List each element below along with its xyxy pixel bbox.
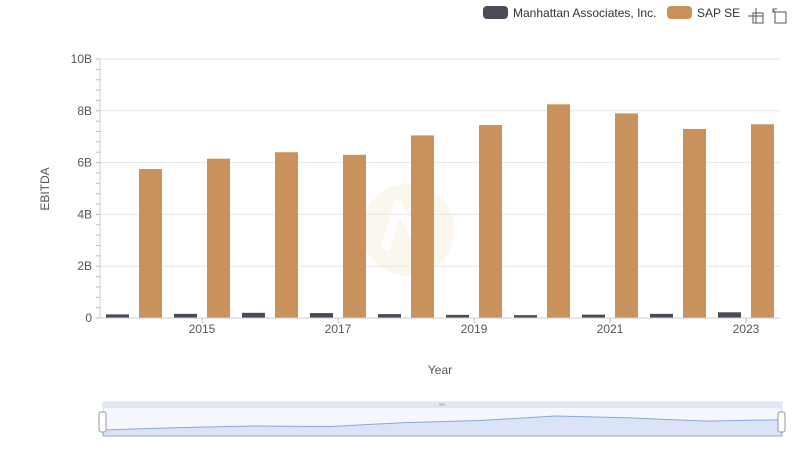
- y-axis-title: EBITDA: [38, 167, 52, 210]
- bar-sap-2019[interactable]: [479, 125, 502, 318]
- bar-manhattan-2023[interactable]: [718, 312, 741, 318]
- legend-item-sap[interactable]: SAP SE: [667, 6, 740, 20]
- bar-sap-2021[interactable]: [615, 113, 638, 318]
- y-tick-label: 0: [85, 311, 92, 325]
- legend-swatch: [483, 6, 508, 19]
- y-tick-label: 2B: [77, 259, 92, 273]
- bar-sap-2023[interactable]: [751, 124, 774, 318]
- bar-sap-2022[interactable]: [683, 128, 706, 318]
- bar-sap-2017[interactable]: [343, 154, 366, 318]
- bar-manhattan-2018[interactable]: [378, 314, 401, 318]
- bar-manhattan-2021[interactable]: [582, 314, 605, 318]
- y-tick-label: 10B: [71, 52, 92, 66]
- bar-manhattan-2022[interactable]: [650, 313, 673, 318]
- bar-sap-2020[interactable]: [547, 104, 570, 318]
- x-tick-label: 2019: [461, 322, 488, 336]
- legend-label: Manhattan Associates, Inc.: [513, 6, 656, 20]
- bar-sap-2014[interactable]: [139, 169, 162, 318]
- navigator-right-handle[interactable]: [777, 411, 786, 433]
- watermark-logo: [362, 184, 454, 276]
- y-tick-label: 4B: [77, 207, 92, 221]
- x-tick-label: 2023: [733, 322, 760, 336]
- toolbar: [748, 8, 787, 24]
- y-tick-label: 8B: [77, 104, 92, 118]
- bar-manhattan-2017[interactable]: [310, 313, 333, 318]
- x-tick-label: 2021: [597, 322, 624, 336]
- bar-manhattan-2020[interactable]: [514, 315, 537, 318]
- navigator-left-handle[interactable]: [98, 411, 107, 433]
- x-tick-label: 2015: [189, 322, 216, 336]
- bar-manhattan-2014[interactable]: [106, 314, 129, 318]
- navigator-grip[interactable]: [439, 403, 445, 406]
- legend: Manhattan Associates, Inc. SAP SE: [483, 6, 740, 20]
- y-tick-label: 6B: [77, 156, 92, 170]
- zoom-reset-icon[interactable]: [772, 8, 787, 24]
- grid: [100, 58, 780, 319]
- legend-item-manhattan[interactable]: Manhattan Associates, Inc.: [483, 6, 656, 20]
- bar-manhattan-2015[interactable]: [174, 313, 197, 318]
- bar-manhattan-2019[interactable]: [446, 314, 469, 318]
- x-axis: 2015 2017 2019 2021 2023: [100, 317, 780, 336]
- x-axis-title: Year: [428, 363, 452, 377]
- bar-sap-2018[interactable]: [411, 135, 434, 318]
- zoom-select-icon[interactable]: [748, 8, 764, 24]
- bar-sap-2015[interactable]: [207, 158, 230, 318]
- bar-sap-2016[interactable]: [275, 152, 298, 318]
- x-tick-label: 2017: [325, 322, 352, 336]
- legend-label: SAP SE: [697, 6, 740, 20]
- y-axis: 0 2B 4B 6B 8B 10B: [71, 52, 101, 325]
- bars: [106, 104, 774, 318]
- range-navigator[interactable]: [98, 401, 786, 437]
- bar-manhattan-2016[interactable]: [242, 312, 265, 318]
- legend-swatch: [667, 6, 692, 19]
